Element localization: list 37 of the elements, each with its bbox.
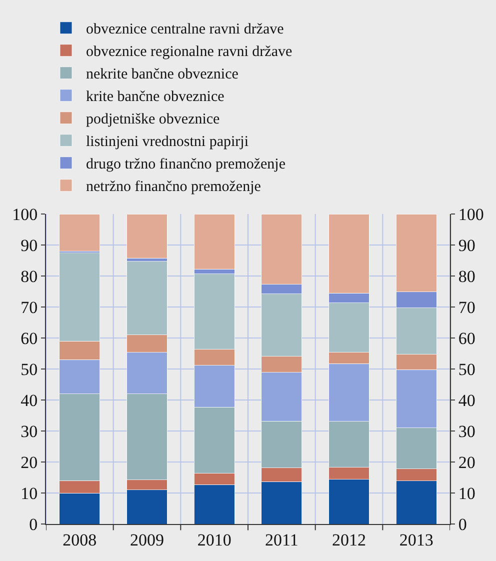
legend-label: krite bančne obveznice — [86, 89, 225, 106]
y2-tick-label: 40 — [458, 390, 476, 410]
x-tick-label: 2008 — [62, 530, 97, 550]
y-tick-label: 50 — [20, 360, 38, 379]
y2-tick-label: 50 — [458, 360, 476, 379]
y-tick-label: 100 — [12, 204, 38, 224]
x-tick-label: 2011 — [264, 530, 298, 550]
legend-label: obveznice centralne ravni države — [86, 22, 284, 38]
y2-tick-label: 80 — [458, 266, 476, 286]
legend-label: drugo tržno finančno premoženje — [86, 156, 286, 173]
y2-tick-label: 20 — [458, 452, 476, 472]
x-tick-label: 2012 — [332, 530, 366, 550]
legend-label: netržno finančno premoženje — [86, 179, 262, 196]
y-tick-label: 60 — [20, 328, 38, 348]
y2-tick-label: 100 — [458, 204, 484, 224]
y-tick-label: 10 — [20, 484, 38, 503]
y2-tick-label: 0 — [458, 514, 467, 534]
y2-tick-label: 70 — [458, 298, 476, 317]
y-tick-label: 40 — [20, 390, 38, 410]
y-tick-label: 80 — [20, 266, 38, 286]
legend-label: listinjeni vrednostni papirji — [86, 134, 248, 150]
bar — [126, 214, 168, 258]
y2-tick-label: 30 — [458, 422, 476, 441]
legend-label: nekrite bančne obveznice — [86, 66, 239, 83]
x-tick-label: 2010 — [197, 530, 232, 550]
y-tick-label: 30 — [20, 422, 38, 441]
y-tick-label: 90 — [20, 236, 38, 255]
legend-label: podjetniške obveznice — [86, 112, 220, 128]
y-tick-label: 20 — [20, 452, 38, 472]
x-tick-label: 2013 — [399, 530, 434, 550]
legend-label: obveznice regionalne ravni države — [86, 44, 292, 60]
y2-tick-label: 10 — [458, 484, 476, 503]
y2-tick-label: 90 — [458, 236, 476, 255]
y2-tick-label: 60 — [458, 328, 476, 348]
x-tick-label: 2009 — [130, 530, 164, 550]
y-tick-label: 70 — [20, 298, 38, 317]
y-tick-label: 0 — [29, 514, 38, 534]
